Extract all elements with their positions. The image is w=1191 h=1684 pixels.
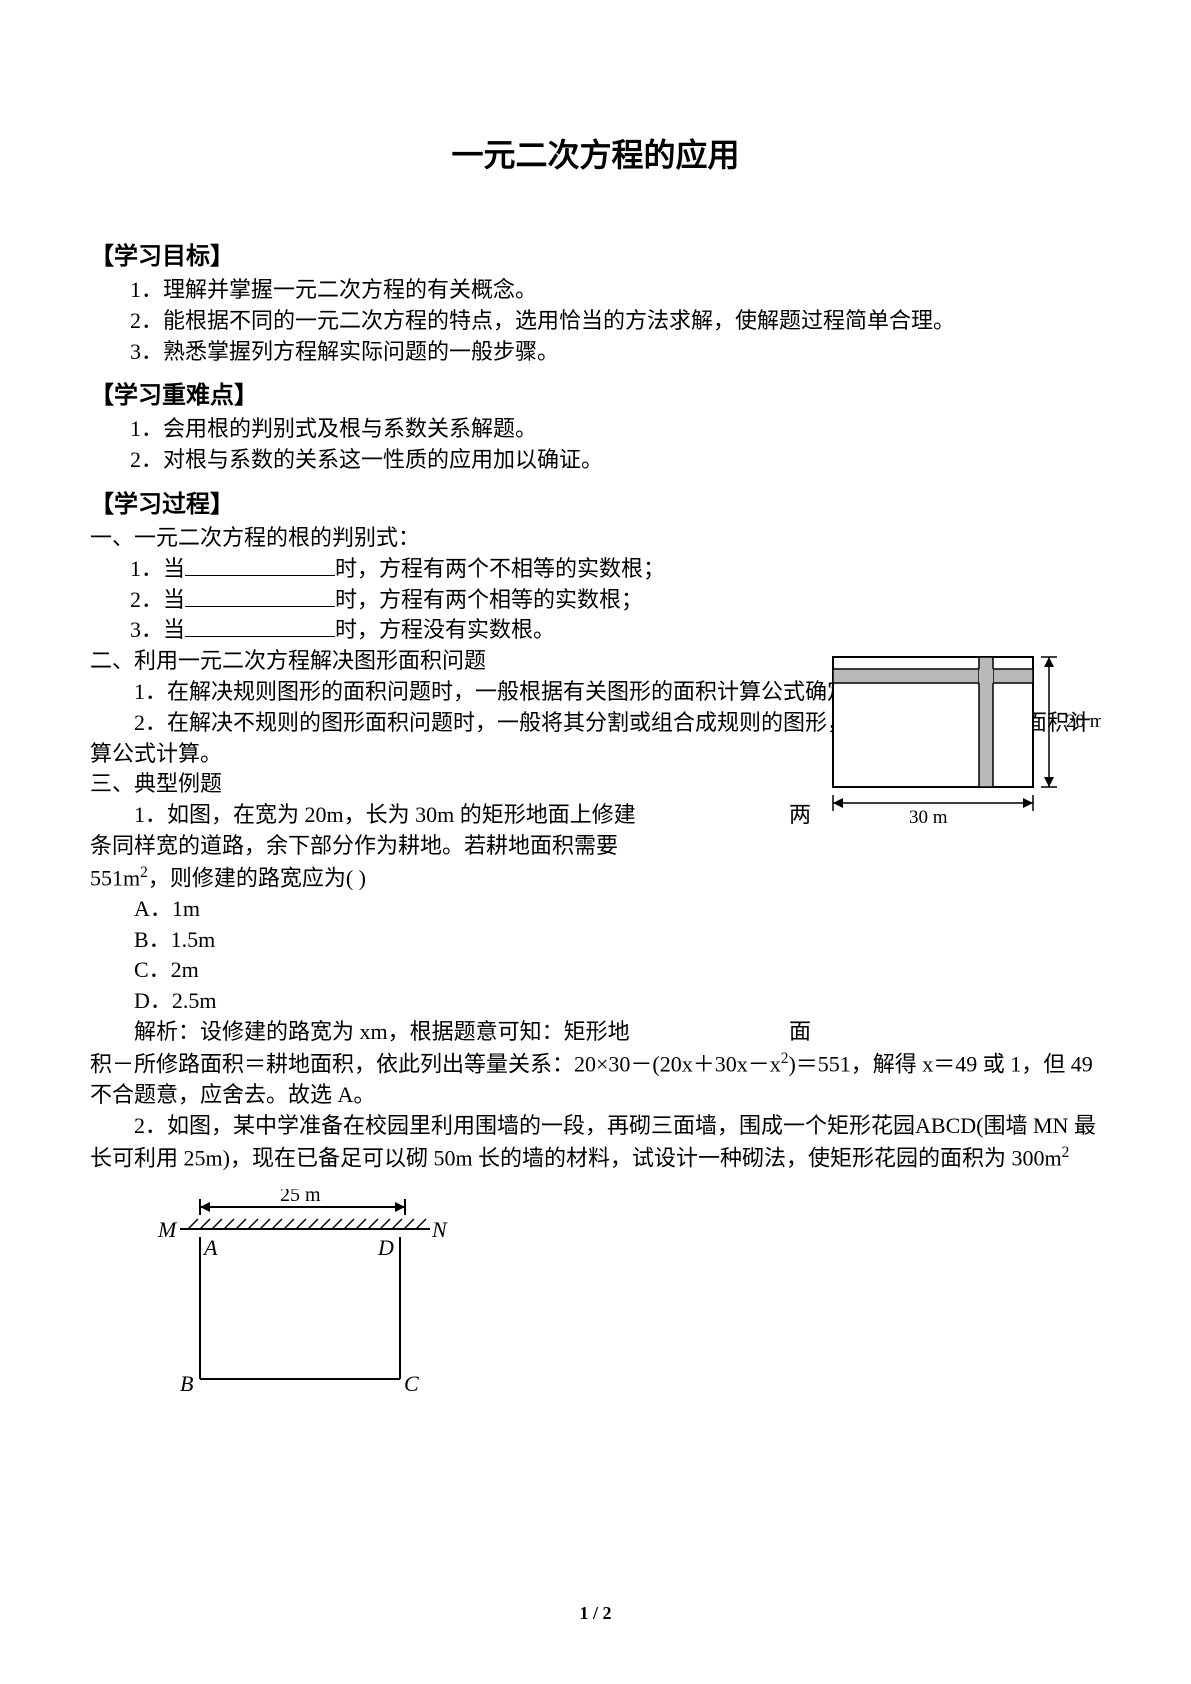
analysis-line1-end: 面 [789, 1017, 1101, 1048]
fill-blank-3[interactable] [185, 615, 335, 637]
problem-2-text: 2．如图，某中学准备在校园里利用围墙的一段，再砌三面墙，围成一个矩形花园ABCD… [90, 1111, 1101, 1174]
analysis-line1: 解析：设修建的路宽为 xm，根据题意可知：矩形地 [90, 1017, 630, 1048]
fig2-label-M: M [157, 1217, 178, 1242]
difficulty-item-2: 2．对根与系数的关系这一性质的应用加以确证。 [90, 445, 1101, 476]
page-title: 一元二次方程的应用 [90, 130, 1101, 176]
fig2-label-N: N [431, 1217, 448, 1242]
problem-1-line2: 条同样宽的道路，余下部分作为耕地。若耕地面积需要 [90, 831, 1101, 862]
option-a: A．1m [90, 894, 1101, 925]
fig2-label-A: A [202, 1235, 218, 1260]
squared-superscript-3: 2 [1062, 1144, 1070, 1161]
discriminant-1-prefix: 1．当 [130, 556, 185, 581]
fig2-label-D: D [377, 1235, 394, 1260]
figure-2-garden-diagram: 25 m M N A D B C [140, 1189, 1101, 1404]
fig1-width-label: 30 m [909, 807, 948, 825]
fig2-wall-label: 25 m [280, 1189, 321, 1206]
problem-1-line1: 1．如图，在宽为 20m，长为 30m 的矩形地面上修建 [90, 800, 636, 831]
discriminant-2-prefix: 2．当 [130, 587, 185, 612]
section-learning-objectives-header: 【学习目标】 [90, 236, 1101, 271]
objective-item-1: 1．理解并掌握一元二次方程的有关概念。 [90, 275, 1101, 306]
analysis-text: 解析：设修建的路宽为 xm，根据题意可知：矩形地 面 积－所修路面积＝耕地面积，… [90, 1017, 1101, 1111]
problem-1-line3: 551m2，则修建的路宽应为( ) [90, 862, 1101, 894]
sub-section-1-title: 一、一元二次方程的根的判别式： [90, 523, 1101, 554]
problem-2-line: 2．如图，某中学准备在校园里利用围墙的一段，再砌三面墙，围成一个矩形花园ABCD… [90, 1113, 1096, 1170]
option-c: C．2m [90, 955, 1101, 986]
fill-blank-2[interactable] [185, 585, 335, 607]
section-difficulties-header: 【学习重难点】 [90, 375, 1101, 410]
section-process-header: 【学习过程】 [90, 484, 1101, 519]
discriminant-3-suffix: 时，方程没有实数根。 [335, 617, 555, 642]
difficulty-item-1: 1．会用根的判别式及根与系数关系解题。 [90, 414, 1101, 445]
option-b: B．1.5m [90, 925, 1101, 956]
figure-1-road-diagram: 20 m 30 m [831, 645, 1101, 830]
discriminant-3-prefix: 3．当 [130, 617, 185, 642]
option-d: D．2.5m [90, 986, 1101, 1017]
squared-superscript-1: 2 [140, 864, 148, 881]
objective-item-2: 2．能根据不同的一元二次方程的特点，选用恰当的方法求解，使解题过程简单合理。 [90, 306, 1101, 337]
fig2-label-C: C [404, 1371, 419, 1396]
fig1-height-label: 20 m [1066, 711, 1101, 732]
discriminant-item-1: 1．当 时，方程有两个不相等的实数根； [90, 554, 1101, 585]
page-number: 1 / 2 [0, 1603, 1191, 1624]
problem-1-line3-post: ，则修建的路宽应为( ) [148, 865, 366, 890]
discriminant-item-3: 3．当 时，方程没有实数根。 [90, 615, 1101, 646]
discriminant-1-suffix: 时，方程有两个不相等的实数根； [335, 556, 665, 581]
analysis-line2: 积－所修路面积＝耕地面积，依此列出等量关系：20×30－(20x＋30x－x2)… [90, 1048, 1101, 1111]
discriminant-item-2: 2．当 时，方程有两个相等的实数根； [90, 585, 1101, 616]
fill-blank-1[interactable] [185, 554, 335, 576]
objective-item-3: 3．熟悉掌握列方程解实际问题的一般步骤。 [90, 337, 1101, 368]
problem-1-line3-pre: 551m [90, 865, 140, 890]
fig2-label-B: B [180, 1371, 193, 1396]
discriminant-2-suffix: 时，方程有两个相等的实数根； [335, 587, 643, 612]
analysis-line2-pre: 积－所修路面积＝耕地面积，依此列出等量关系：20×30－(20x＋30x－x [90, 1051, 781, 1076]
